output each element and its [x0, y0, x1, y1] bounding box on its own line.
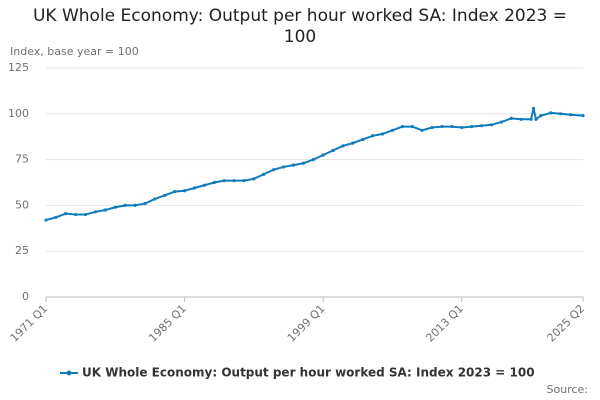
y-tick-label: 50: [15, 198, 29, 211]
data-point: [272, 168, 276, 172]
data-point: [479, 124, 484, 128]
data-point: [539, 114, 543, 118]
data-point: [202, 183, 206, 187]
data-point: [222, 179, 226, 183]
y-tick-label: 75: [15, 153, 29, 166]
data-point: [410, 125, 414, 129]
data-point: [321, 153, 325, 157]
data-point: [581, 114, 585, 118]
data-point: [400, 125, 404, 129]
data-point: [361, 137, 365, 142]
data-point: [64, 212, 68, 216]
data-point: [103, 208, 107, 212]
data-point: [291, 163, 296, 167]
x-tick-label: 2025 Q2: [545, 302, 588, 345]
legend-label: UK Whole Economy: Output per hour worked…: [82, 366, 535, 380]
data-point: [123, 203, 127, 207]
x-tick-label: 1971 Q1: [8, 302, 51, 345]
data-point: [499, 120, 503, 124]
data-point: [509, 116, 513, 120]
data-point: [390, 128, 395, 132]
data-point: [351, 141, 355, 145]
chart-title: UK Whole Economy: Output per hour worked…: [32, 6, 568, 47]
y-axis-label: Index, base year = 100: [10, 45, 139, 58]
data-point: [153, 197, 157, 201]
data-point: [380, 132, 385, 136]
x-tick-label: 2013 Q1: [423, 302, 466, 345]
data-point: [232, 179, 236, 183]
data-point: [531, 106, 536, 110]
data-point: [371, 134, 375, 138]
data-point: [489, 123, 494, 127]
data-point: [281, 165, 286, 169]
data-point: [113, 205, 117, 209]
data-point: [252, 177, 256, 181]
y-tick-label: 100: [8, 107, 29, 120]
data-point: [470, 125, 474, 129]
data-point: [182, 189, 187, 193]
data-point: [549, 111, 553, 115]
data-point: [262, 172, 266, 176]
source: Source:: [547, 383, 589, 396]
data-point: [93, 210, 98, 214]
series-line: [45, 108, 584, 222]
data-point: [54, 215, 58, 219]
data-point: [569, 113, 573, 117]
data-point: [143, 201, 147, 206]
data-point: [133, 203, 137, 207]
data-point: [450, 125, 454, 129]
data-point: [420, 128, 424, 132]
legend: UK Whole Economy: Output per hour worked…: [60, 366, 535, 380]
data-point: [163, 193, 167, 197]
x-tick-label: 1985 Q1: [146, 302, 189, 345]
y-tick-label: 0: [22, 290, 29, 303]
legend-marker: [66, 370, 72, 376]
data-point: [529, 117, 533, 121]
data-point: [301, 161, 305, 165]
data-point: [83, 212, 88, 217]
data-point: [192, 186, 197, 190]
y-tick-label: 125: [8, 61, 29, 74]
data-point: [74, 212, 78, 217]
x-tick-label: 1999 Q1: [285, 302, 328, 345]
data-point: [311, 158, 315, 162]
data-point: [559, 112, 563, 116]
data-point: [534, 117, 538, 121]
data-point: [440, 125, 444, 129]
data-point: [44, 218, 48, 222]
data-point: [341, 144, 345, 148]
data-point: [430, 125, 434, 130]
data-point: [212, 180, 216, 185]
data-point: [331, 148, 335, 153]
data-point: [173, 190, 177, 194]
y-tick-label: 25: [15, 244, 29, 257]
data-point: [460, 125, 464, 130]
data-point: [519, 117, 523, 121]
data-point: [242, 179, 246, 183]
